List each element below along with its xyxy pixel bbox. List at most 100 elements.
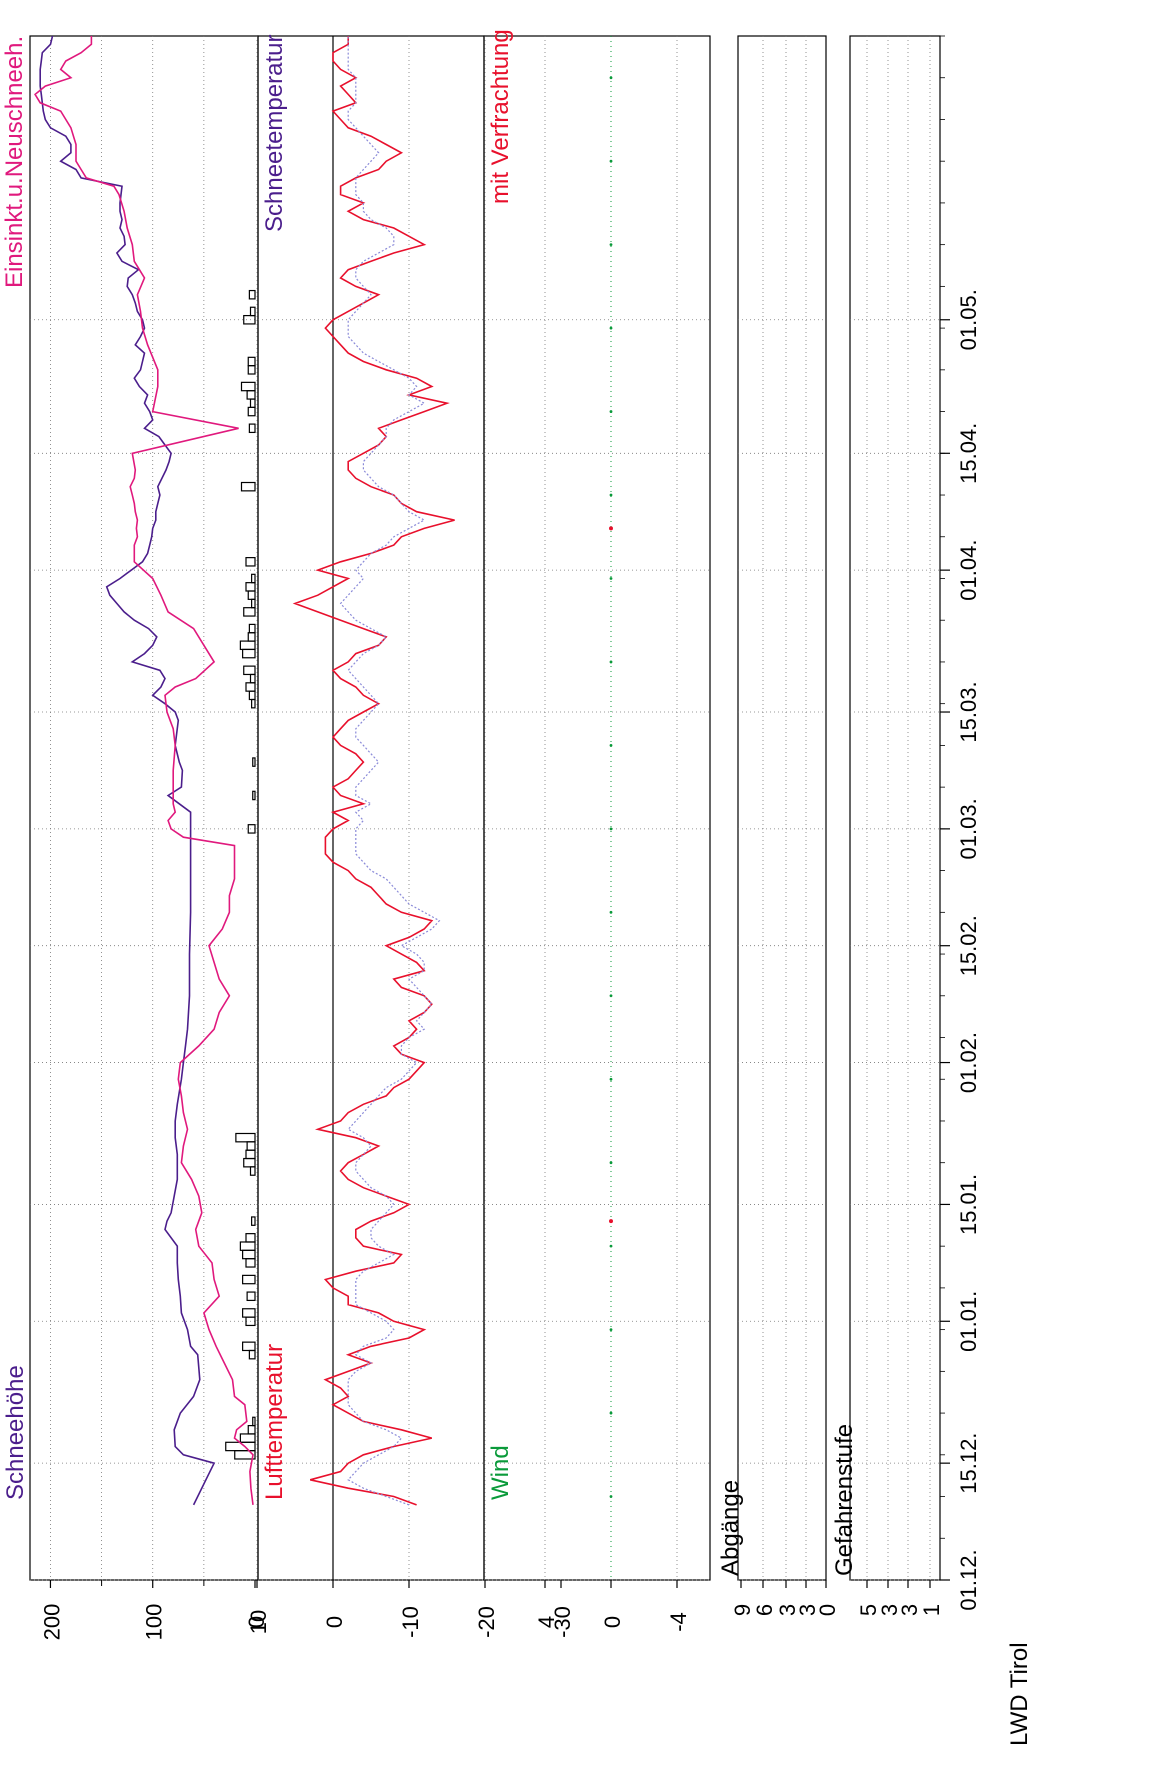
y-tick-label: 0	[322, 1616, 347, 1628]
new-snow-bar	[243, 665, 256, 676]
y-tick-label: 9	[730, 1604, 755, 1616]
new-snow-bar	[245, 557, 256, 567]
y-tick-label: 3	[775, 1604, 800, 1616]
new-snow-bar	[252, 790, 256, 801]
new-snow-bar	[243, 314, 256, 325]
y-tick-label: 0	[600, 1616, 625, 1628]
verfrachtung-point	[609, 526, 613, 531]
new-snow-bar	[247, 632, 256, 642]
footer-credit: LWD Tirol	[1006, 1642, 1033, 1746]
panel-label-schneehoehe: Schneehöhe	[2, 1365, 29, 1500]
new-snow-bar	[239, 1433, 256, 1443]
y-tick-label: 0	[244, 1616, 269, 1628]
verfrachtung-point	[609, 1219, 613, 1224]
panel-label-schneetemperatur: Schneetemperatur	[261, 35, 288, 232]
panel-frame	[29, 35, 259, 1581]
new-snow-bar	[245, 682, 256, 692]
new-snow-bar	[243, 607, 256, 617]
new-snow-bar	[247, 824, 256, 834]
x-tick-label: 01.12.	[956, 1549, 981, 1610]
wind-point	[609, 326, 613, 330]
panel-label-gefahrenstufe: Gefahrenstufe	[831, 1424, 858, 1576]
new-snow-bar	[247, 406, 256, 417]
new-snow-bar	[246, 1291, 256, 1302]
x-tick-label: 01.04.	[956, 540, 981, 601]
x-tick-label: 15.03.	[956, 681, 981, 742]
y-tick-label: 100	[142, 1604, 167, 1641]
new-snow-bar	[252, 757, 256, 767]
wind-point	[609, 1411, 613, 1415]
wind-point	[609, 410, 613, 413]
y-tick-label: 4	[534, 1616, 559, 1628]
wind-point	[609, 744, 613, 747]
y-tick-label: 6	[752, 1604, 777, 1616]
y-tick-label: -30	[550, 1606, 575, 1638]
new-snow-bar	[251, 1216, 256, 1226]
panel-label-wind: Wind	[487, 1445, 514, 1500]
x-tick-label: 01.03.	[956, 798, 981, 859]
new-snow-bar	[247, 356, 256, 367]
new-snow-bar	[248, 690, 256, 701]
series-line-schneetemperatur	[339, 36, 441, 1506]
x-tick-label: 15.04.	[956, 423, 981, 484]
wind-point	[609, 1328, 613, 1332]
series-line-lufttemperatur	[292, 36, 455, 1506]
wind-point	[609, 910, 613, 914]
series-line-schneehoehe	[39, 35, 216, 1506]
series-line-einsinkt	[34, 36, 254, 1505]
new-snow-bar	[242, 1308, 256, 1318]
new-snow-bar	[235, 1132, 256, 1143]
new-snow-bar	[246, 1141, 256, 1151]
y-tick-label: -10	[398, 1606, 423, 1638]
x-tick-label: 01.05.	[956, 289, 981, 350]
y-tick-label: 3	[897, 1604, 922, 1616]
y-tick-label: 200	[39, 1604, 64, 1641]
wind-point	[609, 1161, 613, 1165]
y-tick-label: -4	[666, 1612, 691, 1632]
new-snow-bar	[249, 1166, 256, 1176]
x-tick-label: 15.01.	[956, 1174, 981, 1235]
y-tick-label: 3	[795, 1604, 820, 1616]
x-tick-label: 15.12.	[956, 1433, 981, 1494]
new-snow-bar	[248, 423, 256, 434]
y-tick-label: 10	[246, 1610, 271, 1634]
panel-frame	[737, 35, 827, 1581]
new-snow-bar	[245, 582, 256, 592]
panel-frame	[257, 35, 485, 1581]
new-snow-bar	[247, 1424, 256, 1435]
new-snow-bar	[249, 398, 256, 408]
new-snow-bar	[242, 1341, 256, 1352]
panel-label-lufttemperatur: Lufttemperatur	[261, 1344, 288, 1500]
new-snow-bar	[246, 390, 256, 400]
wind-point	[609, 243, 613, 247]
wind-point	[609, 994, 613, 998]
wind-point	[609, 1244, 613, 1248]
new-snow-bar	[251, 698, 256, 709]
panel-label-einsinkt: Einsinkt.u.Neuschneeh.	[1, 36, 28, 288]
y-tick-label: 5	[856, 1604, 881, 1616]
new-snow-bar	[239, 1241, 256, 1251]
new-snow-bar	[252, 1416, 256, 1427]
x-tick-label: 15.02.	[956, 915, 981, 976]
y-tick-label: -20	[474, 1606, 499, 1638]
new-snow-bar	[240, 481, 256, 492]
new-snow-bar	[251, 598, 256, 609]
new-snow-bar	[249, 673, 256, 684]
new-snow-bar	[247, 590, 256, 600]
new-snow-bar	[245, 1258, 256, 1268]
new-snow-bar	[248, 1349, 256, 1360]
y-tick-label: 0	[815, 1604, 840, 1616]
new-snow-bar	[242, 1274, 256, 1285]
y-tick-label: 1	[919, 1604, 944, 1616]
wind-point	[609, 76, 613, 80]
new-snow-bar	[245, 1233, 256, 1243]
panel-frame	[483, 35, 711, 1581]
new-snow-bar	[242, 648, 256, 659]
wind-point	[609, 660, 613, 664]
new-snow-bar	[251, 573, 256, 584]
wind-point	[609, 1077, 613, 1081]
new-snow-bar	[247, 365, 256, 375]
wind-point	[609, 1495, 613, 1498]
new-snow-bar	[248, 289, 256, 300]
